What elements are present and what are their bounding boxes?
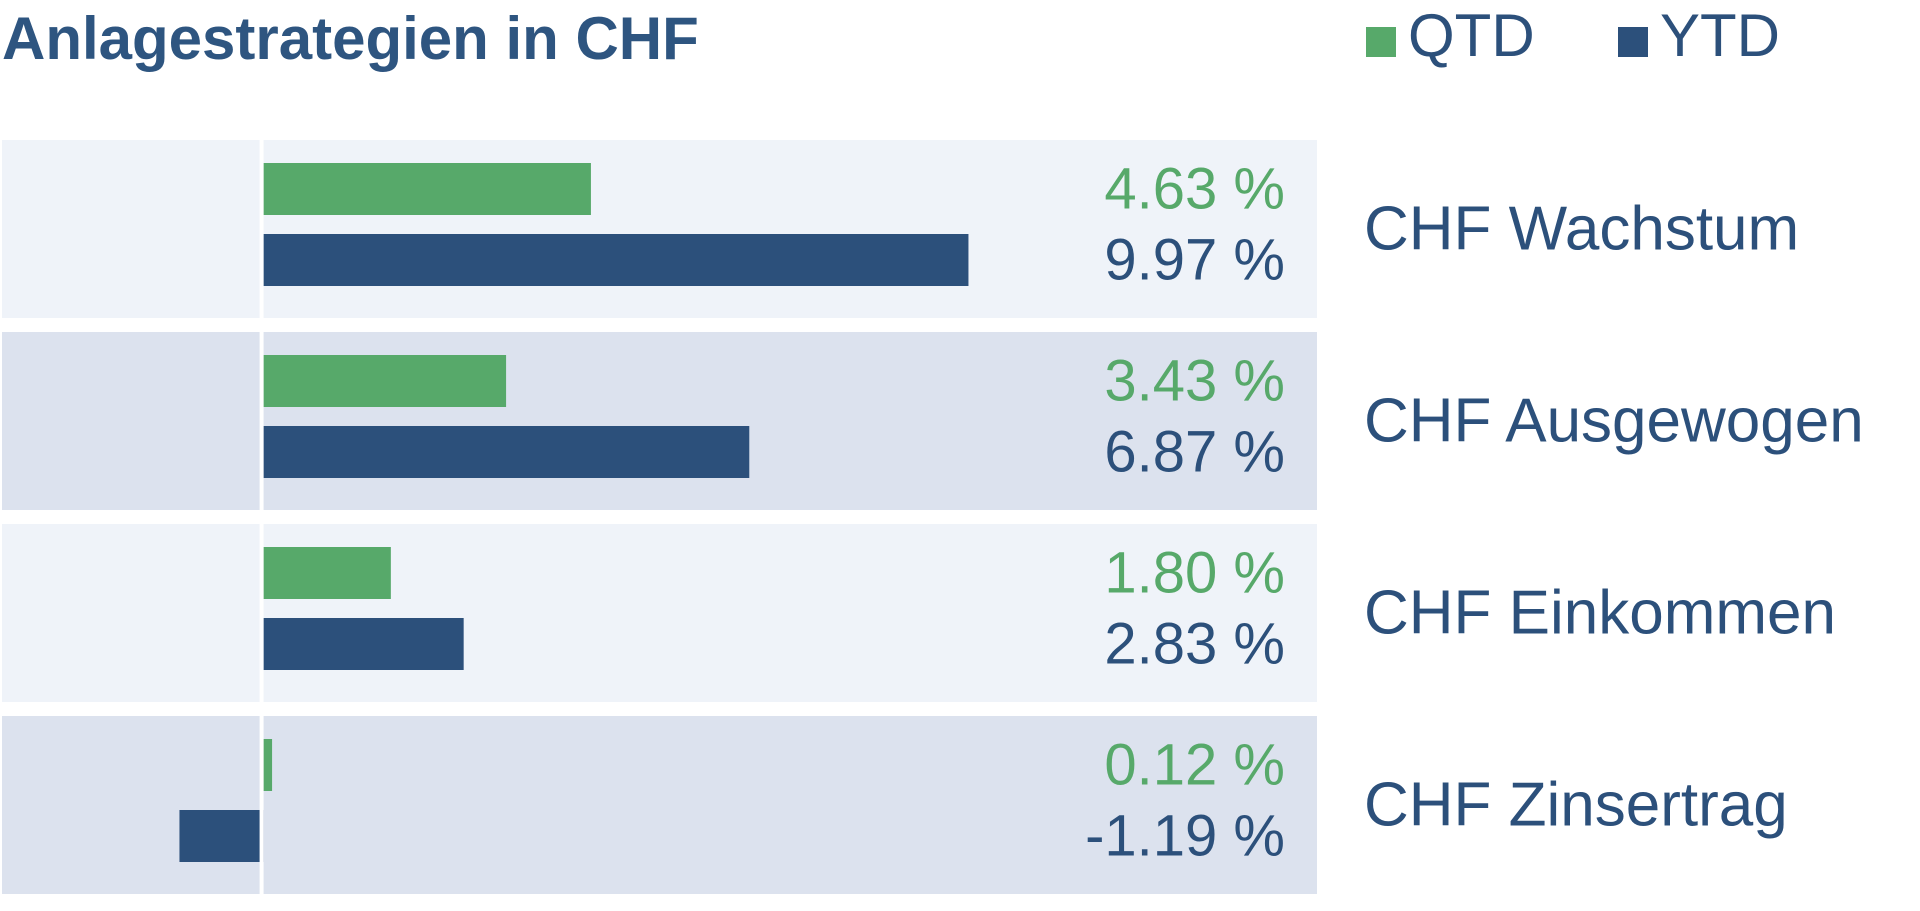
bar-qtd — [263, 163, 591, 215]
category-label: CHF Zinsertrag — [1364, 771, 1788, 840]
bar-qtd — [263, 547, 391, 599]
legend-item-ytd: YTD — [1618, 0, 1780, 70]
legend-item-qtd: QTD — [1366, 0, 1535, 70]
row-background — [2, 140, 1317, 318]
legend-swatch-ytd — [1618, 27, 1648, 57]
category-label: CHF Wachstum — [1364, 195, 1799, 264]
bar-ytd — [179, 810, 264, 862]
legend-label-qtd: QTD — [1408, 1, 1535, 69]
row-background — [2, 332, 1317, 510]
bar-ytd — [263, 618, 464, 670]
data-label-ytd: 2.83 % — [1104, 612, 1285, 677]
chart-title: Anlagestrategien in CHF — [2, 5, 699, 72]
data-label-qtd: 4.63 % — [1104, 157, 1285, 222]
data-label-ytd: -1.19 % — [1085, 804, 1285, 869]
legend-swatch-qtd — [1366, 27, 1396, 57]
category-label: CHF Einkommen — [1364, 579, 1836, 648]
bar-ytd — [263, 426, 750, 478]
bar-qtd — [263, 355, 507, 407]
category-label: CHF Ausgewogen — [1364, 387, 1864, 456]
data-label-ytd: 9.97 % — [1104, 228, 1285, 293]
bar-ytd — [263, 234, 969, 286]
data-label-qtd: 0.12 % — [1104, 733, 1285, 798]
row-background — [2, 716, 1317, 894]
data-label-qtd: 3.43 % — [1104, 349, 1285, 414]
data-label-ytd: 6.87 % — [1104, 420, 1285, 485]
data-label-qtd: 1.80 % — [1104, 541, 1285, 606]
bar-qtd — [263, 739, 273, 791]
row-background — [2, 524, 1317, 702]
legend-label-ytd: YTD — [1660, 1, 1780, 69]
